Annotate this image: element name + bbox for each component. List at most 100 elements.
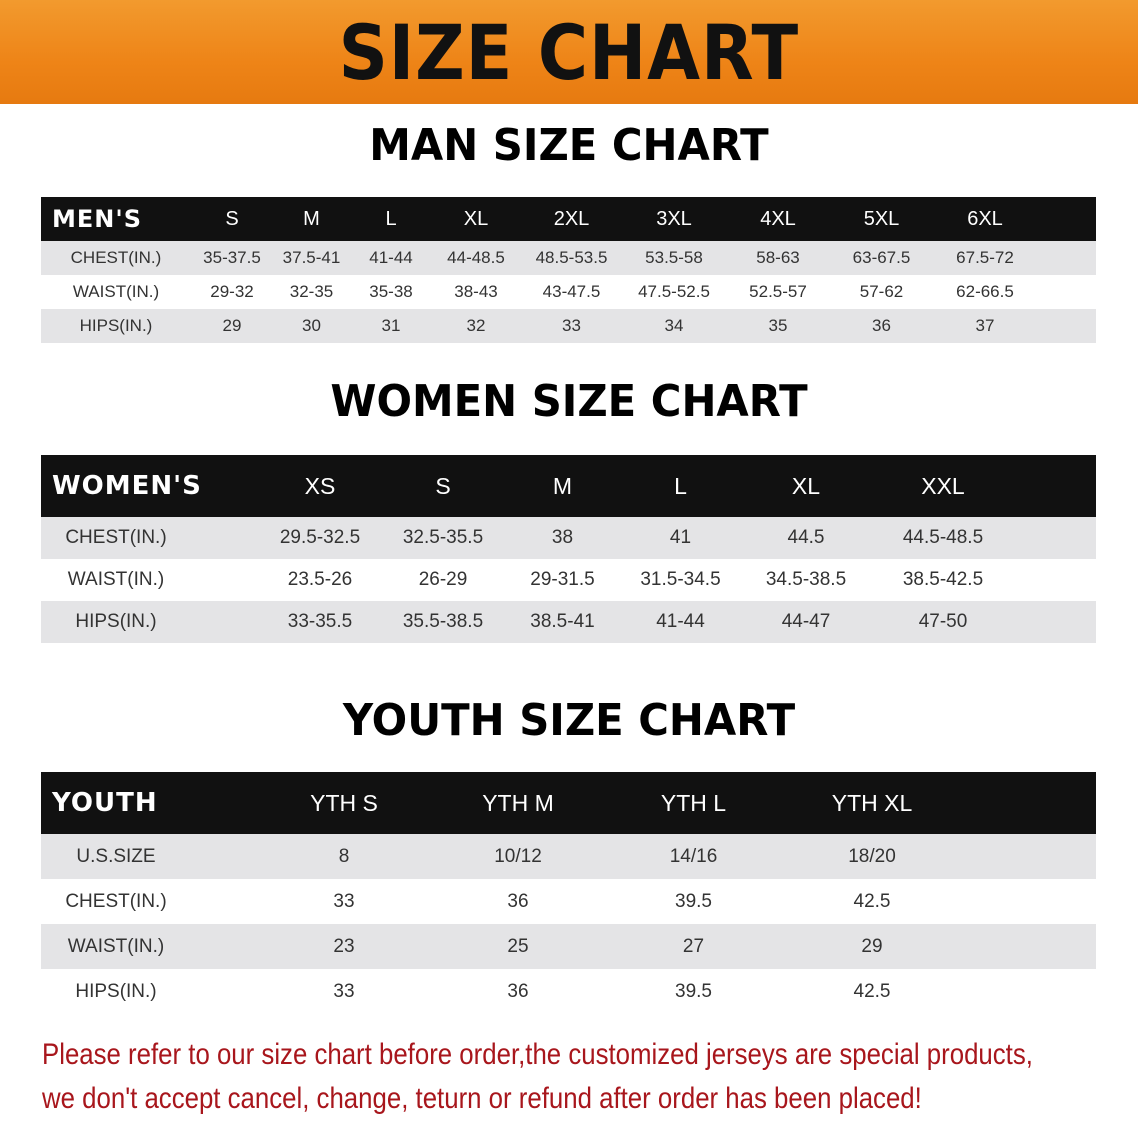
row-label-text: HIPS(IN.) [79, 316, 153, 335]
measurement-cell: 32 [431, 309, 521, 343]
measurement-cell: 31.5-34.5 [621, 559, 740, 601]
measurement-cell: 29.5-32.5 [258, 517, 382, 559]
row-spacer [962, 879, 1096, 924]
size-header: M [504, 455, 621, 517]
measurement-cell: 8 [257, 834, 431, 879]
measurement-cell: 48.5-53.5 [521, 241, 622, 275]
header-spacer [1037, 197, 1096, 241]
measurement-cell: 30 [272, 309, 351, 343]
women-size-table: WOMEN'S XS S M L XL XXL CHEST(IN.) 29.5-32.5 32.5… [41, 455, 1096, 643]
size-header: XL [431, 197, 521, 241]
row-label: CHEST(IN.) [41, 517, 258, 559]
row-label-text: HIPS(IN.) [75, 980, 157, 1002]
measurement-cell: 33-35.5 [258, 601, 382, 643]
measurement-cell: 33 [257, 879, 431, 924]
size-header: 3XL [622, 197, 726, 241]
table-row: WAIST(IN.) 23 25 27 29 [41, 924, 1096, 969]
row-label: U.S.SIZE [41, 834, 257, 879]
measurement-cell: 34.5-38.5 [740, 559, 872, 601]
size-header: XS [258, 455, 382, 517]
row-label-text: WAIST(IN.) [72, 282, 160, 301]
row-spacer [1037, 275, 1096, 309]
measurement-cell: 29 [192, 309, 272, 343]
size-header: YTH M [431, 772, 605, 834]
row-label: WAIST(IN.) [41, 275, 192, 309]
header-row: MEN'S S M L XL 2XL 3XL 4XL 5XL 6XL [41, 197, 1096, 241]
table-label: WOMEN'S [41, 455, 258, 517]
measurement-cell: 32.5-35.5 [382, 517, 504, 559]
table-row: CHEST(IN.) 35-37.5 37.5-41 41-44 44-48.5 48.5… [41, 241, 1096, 275]
size-header: XXL [872, 455, 1014, 517]
measurement-cell: 67.5-72 [933, 241, 1037, 275]
row-label-text: WAIST(IN.) [67, 569, 165, 590]
measurement-cell: 42.5 [782, 879, 962, 924]
size-header: 2XL [521, 197, 622, 241]
row-spacer [1037, 309, 1096, 343]
measurement-cell: 44.5 [740, 517, 872, 559]
measurement-cell: 39.5 [605, 879, 782, 924]
measurement-cell: 35-38 [351, 275, 431, 309]
measurement-cell: 44.5-48.5 [872, 517, 1014, 559]
youth-section-title: YOUTH SIZE CHART [342, 695, 796, 746]
size-chart-banner: SIZE CHART [0, 0, 1138, 104]
row-label-text: CHEST(IN.) [65, 527, 167, 548]
measurement-cell: 41-44 [621, 601, 740, 643]
row-label: HIPS(IN.) [41, 601, 258, 643]
row-spacer [1014, 517, 1096, 559]
measurement-cell: 29-32 [192, 275, 272, 309]
table-row: HIPS(IN.) 33 36 39.5 42.5 [41, 969, 1096, 1014]
row-spacer [1014, 601, 1096, 643]
size-header: 5XL [830, 197, 933, 241]
measurement-cell: 26-29 [382, 559, 504, 601]
measurement-cell: 53.5-58 [622, 241, 726, 275]
measurement-cell: 27 [605, 924, 782, 969]
measurement-cell: 33 [521, 309, 622, 343]
row-label-text: CHEST(IN.) [70, 248, 162, 267]
measurement-cell: 44-47 [740, 601, 872, 643]
measurement-cell: 38-43 [431, 275, 521, 309]
men-size-table: MEN'S S M L XL 2XL 3XL 4XL 5XL 6XL CHEST(IN.) 35-37… [41, 197, 1096, 343]
table-row: WAIST(IN.) 23.5-26 26-29 29-31.5 31.5-34.5 34… [41, 559, 1096, 601]
measurement-cell: 34 [622, 309, 726, 343]
measurement-cell: 44-48.5 [431, 241, 521, 275]
measurement-cell: 31 [351, 309, 431, 343]
row-label: HIPS(IN.) [41, 309, 192, 343]
table-label: YOUTH [41, 772, 257, 834]
table-row: CHEST(IN.) 29.5-32.5 32.5-35.5 38 41 44.5 44.5… [41, 517, 1096, 559]
header-row: YOUTH YTH S YTH M YTH L YTH XL [41, 772, 1096, 834]
row-spacer [1014, 559, 1096, 601]
row-label: HIPS(IN.) [41, 969, 257, 1014]
measurement-cell: 57-62 [830, 275, 933, 309]
row-label-text: U.S.SIZE [76, 845, 156, 867]
measurement-cell: 25 [431, 924, 605, 969]
table-row: WAIST(IN.) 29-32 32-35 35-38 38-43 43-47.5 47.… [41, 275, 1096, 309]
size-header: YTH L [605, 772, 782, 834]
measurement-cell: 43-47.5 [521, 275, 622, 309]
measurement-cell: 35-37.5 [192, 241, 272, 275]
youth-size-table: YOUTH YTH S YTH M YTH L YTH XL U.S.SIZE 8 10/12… [41, 772, 1096, 1014]
size-header: YTH S [257, 772, 431, 834]
measurement-cell: 41 [621, 517, 740, 559]
size-header: L [621, 455, 740, 517]
size-header: M [272, 197, 351, 241]
measurement-cell: 37.5-41 [272, 241, 351, 275]
measurement-cell: 41-44 [351, 241, 431, 275]
measurement-cell: 62-66.5 [933, 275, 1037, 309]
size-header: XL [740, 455, 872, 517]
measurement-cell: 36 [431, 969, 605, 1014]
row-label: WAIST(IN.) [41, 559, 258, 601]
measurement-cell: 47-50 [872, 601, 1014, 643]
size-header: 4XL [726, 197, 830, 241]
measurement-cell: 42.5 [782, 969, 962, 1014]
measurement-cell: 35 [726, 309, 830, 343]
measurement-cell: 36 [431, 879, 605, 924]
men-section-title: MAN SIZE CHART [369, 120, 769, 171]
measurement-cell: 38.5-41 [504, 601, 621, 643]
header-spacer [962, 772, 1096, 834]
banner-title: SIZE CHART [338, 7, 800, 97]
women-section-title: WOMEN SIZE CHART [330, 376, 808, 427]
header-row: WOMEN'S XS S M L XL XXL [41, 455, 1096, 517]
header-spacer [1014, 455, 1096, 517]
measurement-cell: 29 [782, 924, 962, 969]
measurement-cell: 33 [257, 969, 431, 1014]
